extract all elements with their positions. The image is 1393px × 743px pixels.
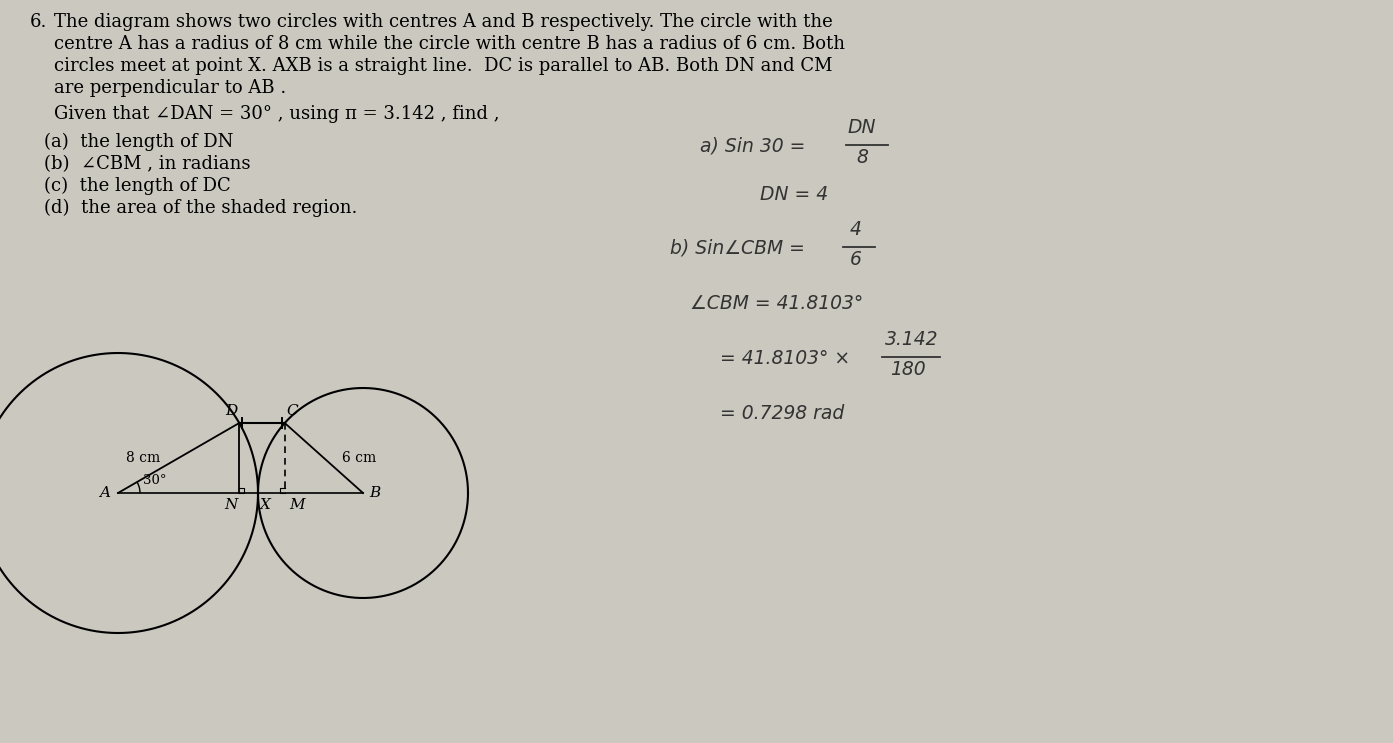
Text: Given that ∠DAN = 30° , using π = 3.142 , find ,: Given that ∠DAN = 30° , using π = 3.142 … [54, 105, 500, 123]
Text: DN = 4: DN = 4 [761, 185, 827, 204]
Text: 4: 4 [850, 220, 862, 239]
Text: b) Sin∠CBM =: b) Sin∠CBM = [670, 239, 805, 258]
Text: 6 cm: 6 cm [341, 451, 376, 465]
Text: a) Sin 30 =: a) Sin 30 = [701, 137, 805, 156]
Text: M: M [288, 498, 304, 512]
Text: A: A [99, 486, 110, 500]
Text: centre A has a radius of 8 cm while the circle with centre B has a radius of 6 c: centre A has a radius of 8 cm while the … [54, 35, 846, 53]
Text: = 0.7298 rad: = 0.7298 rad [720, 404, 844, 423]
Text: N: N [224, 498, 237, 512]
Text: 6: 6 [850, 250, 862, 269]
Text: 3.142: 3.142 [885, 330, 939, 349]
Text: C: C [287, 404, 298, 418]
Text: DN: DN [848, 118, 876, 137]
Text: ∠CBM = 41.8103°: ∠CBM = 41.8103° [690, 294, 864, 313]
Text: = 41.8103° ×: = 41.8103° × [720, 349, 850, 368]
Text: (a)  the length of DN: (a) the length of DN [45, 133, 234, 152]
Text: B: B [369, 486, 380, 500]
Text: (c)  the length of DC: (c) the length of DC [45, 177, 231, 195]
Text: D: D [226, 404, 237, 418]
Text: The diagram shows two circles with centres A and B respectively. The circle with: The diagram shows two circles with centr… [54, 13, 833, 31]
Text: 8: 8 [857, 148, 868, 167]
Text: circles meet at point X. AXB is a straight line.  DC is parallel to AB. Both DN : circles meet at point X. AXB is a straig… [54, 57, 833, 75]
Text: X: X [260, 498, 270, 512]
Text: 30°: 30° [143, 474, 167, 487]
Text: are perpendicular to AB .: are perpendicular to AB . [54, 79, 286, 97]
Text: 8 cm: 8 cm [127, 451, 160, 465]
Text: (b)  ∠CBM , in radians: (b) ∠CBM , in radians [45, 155, 251, 173]
Text: (d)  the area of the shaded region.: (d) the area of the shaded region. [45, 199, 358, 217]
Text: 6.: 6. [31, 13, 47, 31]
Text: 180: 180 [890, 360, 925, 379]
